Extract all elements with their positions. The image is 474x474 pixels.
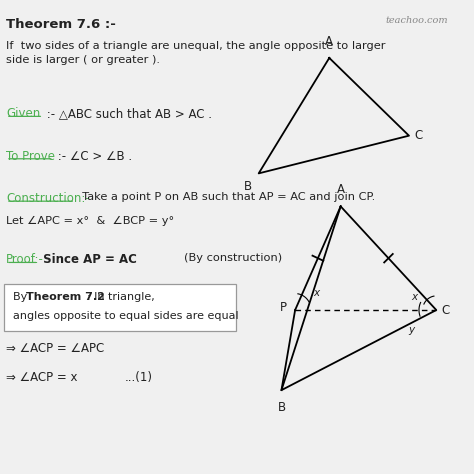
Text: ...(1): ...(1) [124, 371, 152, 384]
Text: A: A [337, 183, 345, 196]
Text: Construction:-: Construction:- [6, 192, 90, 205]
Text: Let ∠APC = x°  &  ∠BCP = y°: Let ∠APC = x° & ∠BCP = y° [6, 216, 174, 226]
Text: : In triangle,: : In triangle, [87, 292, 155, 302]
Text: ⇒ ∠ACP = x: ⇒ ∠ACP = x [6, 371, 77, 384]
Text: Take a point P on AB such that AP = AC and join CP.: Take a point P on AB such that AP = AC a… [75, 192, 375, 202]
Text: ⇒ ∠ACP = ∠APC: ⇒ ∠ACP = ∠APC [6, 342, 104, 355]
Text: :- ∠C > ∠B .: :- ∠C > ∠B . [54, 150, 132, 163]
Text: Given: Given [6, 108, 40, 120]
Text: By: By [13, 292, 30, 302]
Text: Theorem 7.6 :-: Theorem 7.6 :- [6, 18, 116, 31]
Text: (By construction): (By construction) [183, 254, 282, 264]
Text: Theorem 7.2: Theorem 7.2 [27, 292, 105, 302]
Text: angles opposite to equal sides are equal: angles opposite to equal sides are equal [13, 311, 238, 321]
Text: B: B [244, 181, 252, 193]
Text: x: x [411, 292, 418, 301]
Text: :- △ABC such that AB > AC .: :- △ABC such that AB > AC . [43, 108, 212, 120]
Text: Proof:-: Proof:- [6, 254, 44, 266]
FancyBboxPatch shape [4, 284, 236, 331]
Text: To Prove: To Prove [6, 150, 55, 163]
Text: B: B [277, 401, 285, 413]
Text: C: C [442, 303, 450, 317]
Text: A: A [325, 35, 333, 47]
Text: C: C [414, 129, 423, 142]
Text: x: x [313, 288, 319, 298]
Text: If  two sides of a triangle are unequal, the angle opposite to larger
side is la: If two sides of a triangle are unequal, … [6, 41, 385, 65]
Text: y: y [408, 325, 414, 335]
Text: Since AP = AC: Since AP = AC [39, 254, 137, 266]
Text: P: P [280, 301, 287, 314]
Text: teachoo.com: teachoo.com [385, 16, 447, 25]
